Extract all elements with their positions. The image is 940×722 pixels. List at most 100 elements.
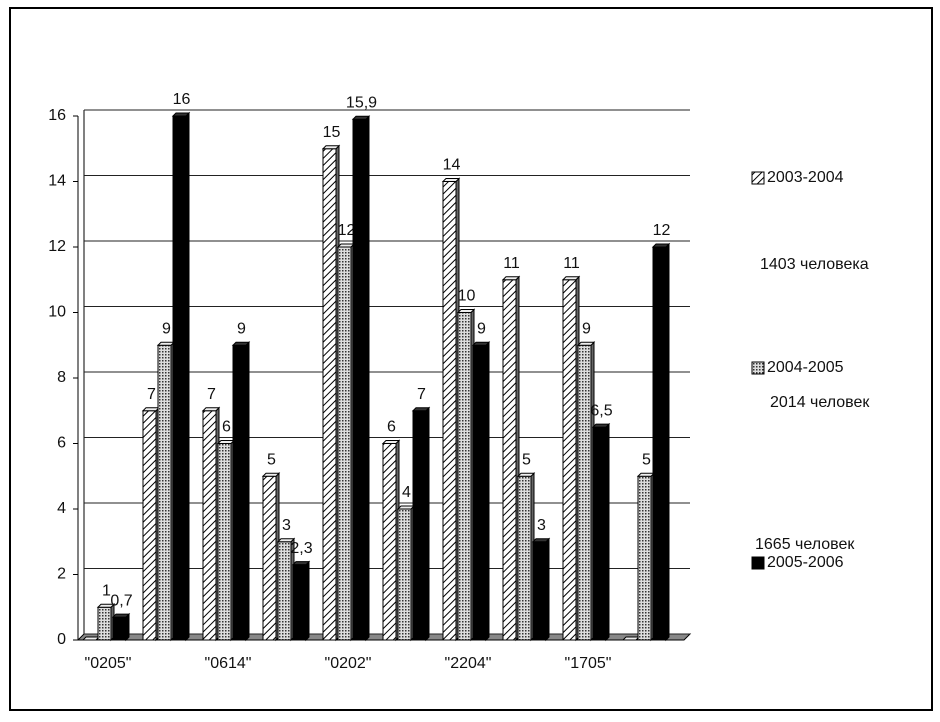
value-label: 0,7 xyxy=(110,592,132,609)
bar-top xyxy=(141,407,161,412)
value-label: 9 xyxy=(582,320,591,337)
bar xyxy=(112,616,127,641)
value-label: 9 xyxy=(237,320,246,337)
value-label: 15,9 xyxy=(346,94,377,111)
bar xyxy=(397,508,412,641)
y-tick-label: 12 xyxy=(48,238,66,255)
value-label: 6 xyxy=(222,419,231,436)
value-label: 7 xyxy=(147,386,156,403)
value-label: 12 xyxy=(338,222,356,239)
bar xyxy=(97,606,112,641)
frame xyxy=(9,7,933,711)
bar xyxy=(157,344,172,641)
annotation: 1403 человека xyxy=(760,256,869,273)
value-label: 1 xyxy=(102,582,111,599)
bar-side xyxy=(365,115,370,642)
bar-top xyxy=(381,440,401,444)
bar-side xyxy=(305,560,310,642)
value-label: 5 xyxy=(522,451,531,468)
bar-top xyxy=(441,178,461,182)
bar xyxy=(202,410,217,641)
y-tick-label: 14 xyxy=(48,173,66,190)
bar-top xyxy=(651,243,671,248)
bar-top xyxy=(531,538,551,543)
value-label: 5 xyxy=(267,451,276,468)
bar-top xyxy=(171,112,191,117)
bar-top xyxy=(276,538,296,543)
bar-top xyxy=(96,603,116,608)
bar-top xyxy=(156,341,176,346)
bar xyxy=(637,475,652,641)
bar xyxy=(532,541,547,641)
bar-top xyxy=(111,613,131,618)
bar-side xyxy=(545,537,550,642)
value-label: 10 xyxy=(458,288,476,305)
bar xyxy=(337,246,352,641)
annotation: 1665 человек xyxy=(755,536,855,553)
bar-side xyxy=(185,111,190,642)
y-tick-label: 8 xyxy=(57,369,66,386)
bar xyxy=(262,475,277,641)
value-label: 14 xyxy=(443,157,461,174)
bar-top xyxy=(591,423,611,428)
bar xyxy=(322,148,337,641)
value-label: 7 xyxy=(417,386,426,403)
bar-top xyxy=(621,636,641,641)
y-tick-label: 10 xyxy=(48,304,66,321)
bar xyxy=(172,115,187,641)
bar xyxy=(217,443,232,641)
bar xyxy=(412,410,427,641)
bar xyxy=(292,564,307,641)
x-tick-label: "0202" xyxy=(325,655,372,672)
y-tick-label: 4 xyxy=(57,500,66,517)
value-label: 6 xyxy=(387,419,396,436)
bar xyxy=(277,541,292,641)
value-label: 12 xyxy=(653,222,671,239)
bar xyxy=(592,426,607,641)
bar-top xyxy=(471,341,491,346)
bar xyxy=(562,279,577,641)
bar xyxy=(517,475,532,641)
bar-top xyxy=(501,276,521,281)
y-tick-label: 2 xyxy=(57,566,66,583)
bar xyxy=(457,312,472,641)
bar-side xyxy=(125,612,130,642)
y-tick-label: 0 xyxy=(57,631,66,648)
bar-top xyxy=(261,472,281,477)
bar-top xyxy=(576,341,596,346)
bar-side xyxy=(245,341,250,642)
bar-side xyxy=(425,406,430,642)
bar xyxy=(472,344,487,641)
bar xyxy=(232,344,247,641)
bar-top xyxy=(201,407,221,412)
bar-side xyxy=(605,422,610,642)
bar xyxy=(502,279,517,641)
value-label: 4 xyxy=(402,484,411,501)
value-label: 9 xyxy=(162,320,171,337)
legend-label: 2005-2006 xyxy=(767,554,844,571)
bar-top xyxy=(216,440,236,444)
bar-top xyxy=(321,145,341,150)
legend-label: 2004-2005 xyxy=(767,359,844,376)
y-tick-label: 16 xyxy=(48,107,66,124)
bar xyxy=(382,443,397,641)
value-label: 16 xyxy=(173,91,191,108)
value-label: 15 xyxy=(323,124,341,141)
y-tick-label: 6 xyxy=(57,435,66,452)
value-label: 7 xyxy=(207,386,216,403)
value-label: 11 xyxy=(503,255,520,272)
x-tick-label: "0205" xyxy=(85,655,132,672)
bar-top xyxy=(336,243,356,248)
bar-top xyxy=(81,636,101,641)
bar-top xyxy=(456,309,476,313)
value-label: 6,5 xyxy=(590,402,612,419)
value-label: 3 xyxy=(282,517,291,534)
bar-top xyxy=(561,276,581,281)
bar xyxy=(442,181,457,641)
legend-swatch xyxy=(751,556,765,570)
bar xyxy=(142,410,157,641)
value-label: 2,3 xyxy=(290,540,312,557)
bar-top xyxy=(231,341,251,346)
bar-top xyxy=(516,472,536,477)
bar-side xyxy=(485,341,490,642)
